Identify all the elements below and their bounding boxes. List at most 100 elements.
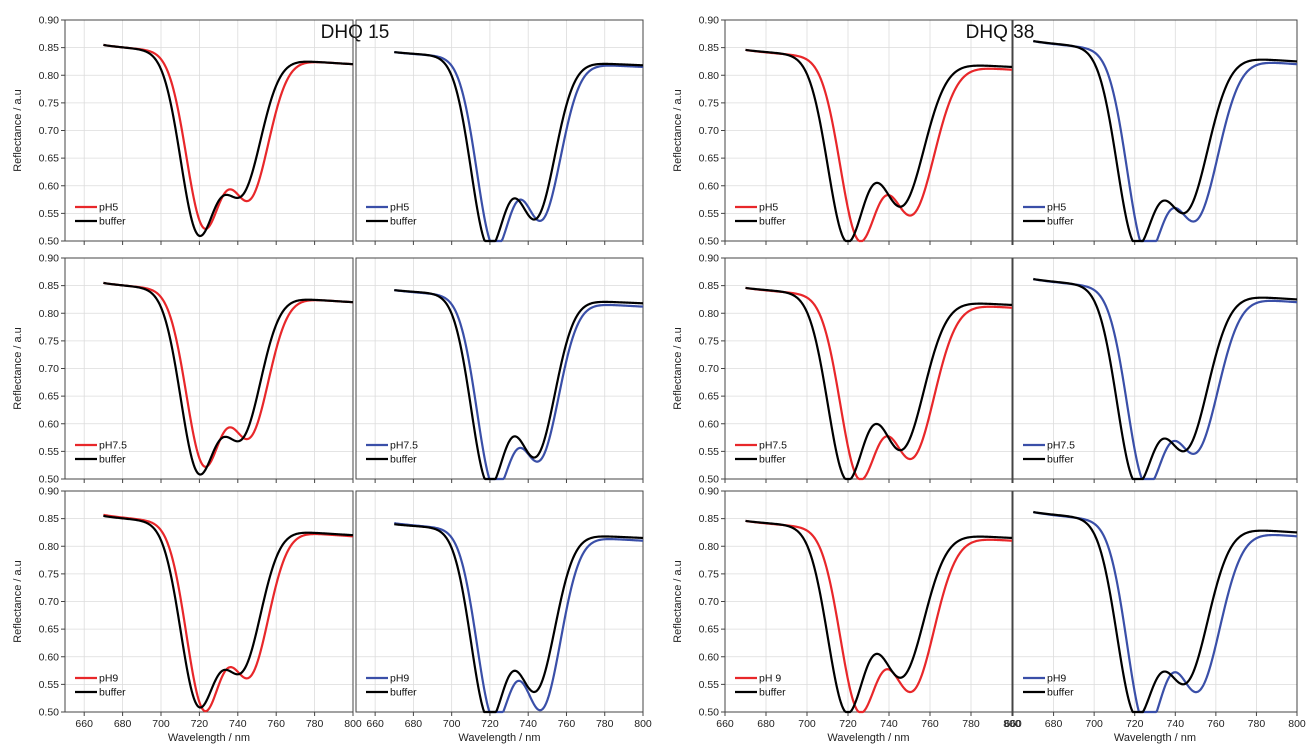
- legend-label: pH5: [759, 202, 778, 214]
- series-line-blue: [1033, 512, 1297, 712]
- x-axis-label: Wavelength / nm: [458, 732, 540, 744]
- y-tick-label: 0.85: [39, 42, 60, 54]
- y-tick-label: 0.85: [699, 280, 720, 292]
- y-tick-label: 0.85: [39, 513, 60, 525]
- series-line-black: [394, 290, 643, 479]
- series-line-black: [746, 521, 1013, 712]
- legend-label: pH5: [99, 202, 118, 214]
- x-tick-label: 720: [1126, 718, 1144, 730]
- legend-label: buffer: [99, 216, 126, 228]
- y-tick-label: 0.70: [39, 363, 60, 375]
- x-tick-label: 700: [798, 718, 816, 730]
- x-tick-label: 660: [75, 718, 93, 730]
- y-tick-label: 0.80: [699, 308, 720, 320]
- group-title: DHQ 38: [966, 22, 1035, 43]
- chart-panel: 0.50 0.55 0.60 0.65 0.70 0.75 0.80 0.85 0.90 pH7.…: [672, 253, 1012, 486]
- x-tick-label: 780: [596, 718, 614, 730]
- y-tick-label: 0.65: [699, 624, 720, 636]
- y-tick-label: 0.50: [39, 707, 60, 719]
- series-line-blue: [394, 52, 643, 241]
- series-line-black: [103, 283, 353, 475]
- y-tick-label: 0.90: [699, 15, 720, 27]
- y-tick-label: 0.55: [699, 208, 720, 220]
- y-tick-label: 0.75: [39, 97, 60, 109]
- legend-label: buffer: [1047, 687, 1074, 699]
- y-tick-label: 0.70: [699, 363, 720, 375]
- series-line-black: [394, 52, 643, 241]
- y-tick-label: 0.80: [699, 541, 720, 553]
- x-tick-label: 720: [191, 718, 209, 730]
- x-axis-label: Wavelength / nm: [827, 732, 909, 744]
- legend-label: pH9: [99, 673, 118, 685]
- series-line-red: [746, 50, 1013, 241]
- x-tick-label: 700: [1085, 718, 1103, 730]
- y-tick-label: 0.65: [699, 391, 720, 403]
- y-tick-label: 0.75: [699, 97, 720, 109]
- legend-label: buffer: [390, 454, 417, 466]
- legend-label: pH7.5: [1047, 440, 1075, 452]
- chart-panel: 0.50 0.55 0.60 0.65 0.70 0.75 0.80 0.85 0.90 pH7.…: [12, 253, 353, 486]
- legend-label: pH7.5: [99, 440, 127, 452]
- y-tick-label: 0.85: [699, 42, 720, 54]
- legend-label: buffer: [99, 687, 126, 699]
- y-tick-label: 0.50: [699, 707, 720, 719]
- series-line-blue: [1033, 41, 1297, 241]
- series-line-red: [103, 515, 353, 711]
- y-tick-label: 0.50: [39, 474, 60, 486]
- x-tick-label: 720: [839, 718, 857, 730]
- y-tick-label: 0.90: [699, 486, 720, 498]
- legend-label: pH5: [390, 202, 409, 214]
- chart-panel: 660 680 700 720 740 760 780 800 pH9 buffer Wavelen…: [1004, 491, 1306, 744]
- y-axis-label: Reflectance / a.u: [12, 560, 24, 643]
- x-tick-label: 680: [757, 718, 775, 730]
- x-tick-label: 660: [716, 718, 734, 730]
- y-tick-label: 0.75: [39, 568, 60, 580]
- legend-label: buffer: [390, 216, 417, 228]
- y-tick-label: 0.75: [699, 335, 720, 347]
- y-tick-label: 0.55: [39, 446, 60, 458]
- y-tick-label: 0.50: [699, 474, 720, 486]
- x-tick-label: 760: [1207, 718, 1225, 730]
- group-title: DHQ 15: [321, 22, 390, 43]
- y-tick-label: 0.90: [699, 253, 720, 265]
- x-tick-label: 760: [267, 718, 285, 730]
- y-tick-label: 0.55: [699, 679, 720, 691]
- y-tick-label: 0.65: [39, 153, 60, 165]
- x-tick-label: 780: [306, 718, 324, 730]
- y-tick-label: 0.65: [39, 391, 60, 403]
- x-tick-label: 740: [229, 718, 247, 730]
- y-tick-label: 0.60: [699, 418, 720, 430]
- x-tick-label: 660: [366, 718, 384, 730]
- y-tick-label: 0.80: [39, 541, 60, 553]
- y-axis-label: Reflectance / a.u: [672, 327, 684, 410]
- series-line-black: [1033, 41, 1297, 241]
- y-tick-label: 0.75: [699, 568, 720, 580]
- series-line-black: [103, 516, 353, 708]
- x-tick-label: 740: [519, 718, 537, 730]
- y-tick-label: 0.70: [39, 125, 60, 137]
- y-tick-label: 0.60: [39, 180, 60, 192]
- chart-panel: 0.50 0.55 0.60 0.65 0.70 0.75 0.80 0.85 0.90 660 6…: [672, 486, 1021, 745]
- x-tick-label: 780: [962, 718, 980, 730]
- y-tick-label: 0.60: [39, 418, 60, 430]
- x-tick-label: 740: [880, 718, 898, 730]
- x-tick-label: 800: [1288, 718, 1306, 730]
- series-line-black: [746, 50, 1013, 241]
- y-axis-label: Reflectance / a.u: [12, 89, 24, 172]
- legend-label: buffer: [99, 454, 126, 466]
- legend-label: pH5: [1047, 202, 1066, 214]
- chart-panel: pH5 buffer: [356, 20, 643, 245]
- y-tick-label: 0.55: [39, 679, 60, 691]
- x-tick-label: 700: [152, 718, 170, 730]
- x-tick-label: 800: [344, 718, 362, 730]
- y-tick-label: 0.85: [699, 513, 720, 525]
- series-line-blue: [394, 290, 643, 479]
- legend-label: pH7.5: [390, 440, 418, 452]
- y-tick-label: 0.50: [39, 236, 60, 248]
- y-tick-label: 0.70: [699, 125, 720, 137]
- chart-panel: 660 680 700 720 740 760 780 800 pH9 buffer Wavelen…: [356, 491, 652, 744]
- x-tick-label: 800: [634, 718, 652, 730]
- y-tick-label: 0.65: [699, 153, 720, 165]
- y-tick-label: 0.70: [699, 596, 720, 608]
